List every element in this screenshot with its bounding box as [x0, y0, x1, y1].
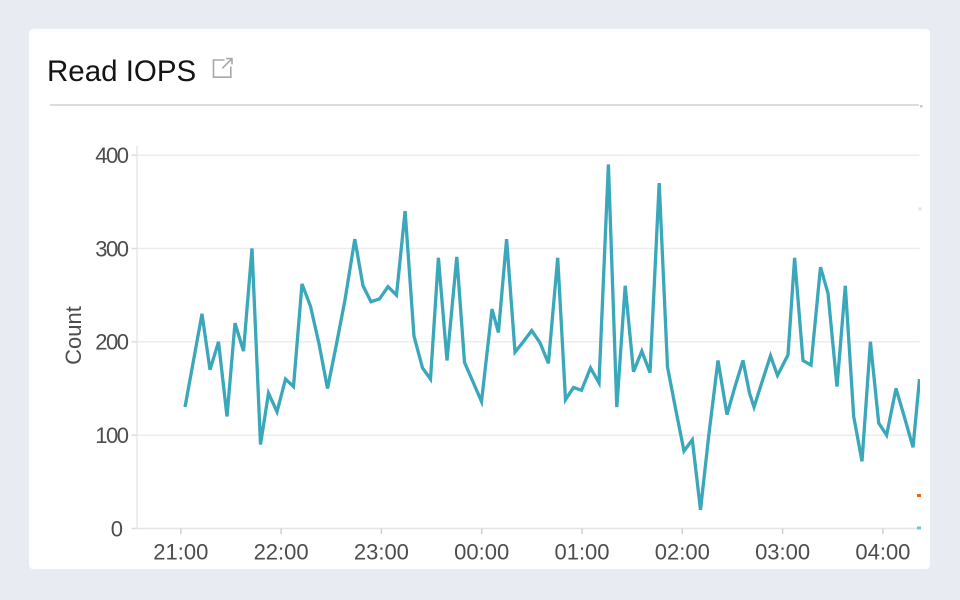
svg-text:02:00: 02:00 — [655, 540, 710, 565]
svg-text:0: 0 — [111, 516, 123, 541]
svg-text:04:00: 04:00 — [855, 540, 910, 565]
svg-text:23:00: 23:00 — [354, 540, 409, 565]
svg-text:100: 100 — [95, 423, 128, 448]
svg-text:22:00: 22:00 — [254, 540, 309, 565]
svg-text:Count: Count — [61, 306, 86, 365]
svg-text:01:00: 01:00 — [554, 540, 609, 565]
svg-text:21:00: 21:00 — [153, 540, 208, 565]
svg-text:400: 400 — [95, 143, 128, 168]
svg-text:03:00: 03:00 — [755, 540, 810, 565]
svg-text:200: 200 — [95, 330, 128, 355]
svg-text:300: 300 — [95, 236, 128, 261]
svg-text:00:00: 00:00 — [454, 540, 509, 565]
